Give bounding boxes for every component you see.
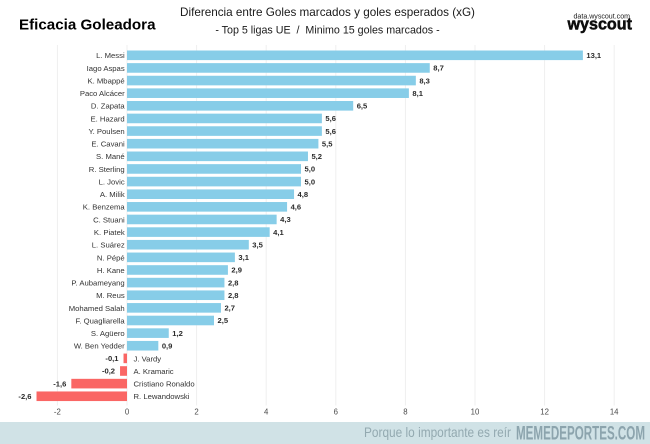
svg-text:13,1: 13,1 xyxy=(586,51,602,60)
svg-text:2,8: 2,8 xyxy=(228,278,239,287)
svg-text:8,3: 8,3 xyxy=(419,76,430,85)
svg-text:P. Aubameyang: P. Aubameyang xyxy=(71,279,124,288)
svg-text:wyscout: wyscout xyxy=(567,15,633,33)
svg-text:-1,6: -1,6 xyxy=(53,379,66,388)
svg-text:H. Kane: H. Kane xyxy=(97,266,125,275)
svg-text:Paco Alcácer: Paco Alcácer xyxy=(80,89,125,98)
svg-text:2,9: 2,9 xyxy=(231,266,242,275)
svg-text:A. Kramaric: A. Kramaric xyxy=(134,367,174,376)
svg-text:10: 10 xyxy=(471,408,480,417)
svg-text:5,0: 5,0 xyxy=(305,165,316,174)
svg-text:4,3: 4,3 xyxy=(280,215,291,224)
svg-text:F. Quagliarella: F. Quagliarella xyxy=(76,316,126,325)
svg-text:K. Benzema: K. Benzema xyxy=(83,203,126,212)
svg-text:3,5: 3,5 xyxy=(252,240,263,249)
svg-text:-2,6: -2,6 xyxy=(18,392,31,401)
svg-text:4,8: 4,8 xyxy=(298,190,309,199)
svg-text:C. Stuani: C. Stuani xyxy=(93,215,125,224)
svg-text:2,8: 2,8 xyxy=(228,291,239,300)
svg-text:5,6: 5,6 xyxy=(325,114,336,123)
svg-text:Mohamed Salah: Mohamed Salah xyxy=(69,304,125,313)
svg-text:4: 4 xyxy=(264,408,269,417)
svg-text:K. Mbappé: K. Mbappé xyxy=(88,76,125,85)
svg-text:14: 14 xyxy=(610,408,619,417)
svg-text:5,2: 5,2 xyxy=(311,152,322,161)
svg-text:- Top 5 ligas UE / Minimo 15: - Top 5 ligas UE / Minimo 15 goles marca… xyxy=(215,25,440,37)
svg-text:Eficacia Goleadora: Eficacia Goleadora xyxy=(19,17,156,34)
svg-text:Diferencia entre Goles marcado: Diferencia entre Goles marcados y goles … xyxy=(180,6,475,19)
svg-text:4,1: 4,1 xyxy=(273,228,284,237)
svg-text:Porque lo importante es reír: Porque lo importante es reír xyxy=(364,424,511,440)
svg-text:2,5: 2,5 xyxy=(218,316,229,325)
svg-text:5,0: 5,0 xyxy=(305,177,316,186)
svg-text:8: 8 xyxy=(403,408,407,417)
svg-text:8,1: 8,1 xyxy=(412,89,423,98)
svg-text:0: 0 xyxy=(125,408,130,417)
svg-text:E. Cavani: E. Cavani xyxy=(91,140,125,149)
svg-text:A. Milik: A. Milik xyxy=(100,190,125,199)
svg-text:0,9: 0,9 xyxy=(162,341,173,350)
svg-text:S. Agüero: S. Agüero xyxy=(91,329,125,338)
svg-text:2: 2 xyxy=(194,408,198,417)
svg-text:5,6: 5,6 xyxy=(325,127,336,136)
svg-text:-0,1: -0,1 xyxy=(105,354,119,363)
svg-text:M. Reus: M. Reus xyxy=(96,291,125,300)
svg-text:R. Sterling: R. Sterling xyxy=(89,165,125,174)
svg-text:-0,2: -0,2 xyxy=(102,367,115,376)
svg-text:Cristiano Ronaldo: Cristiano Ronaldo xyxy=(134,380,195,389)
svg-text:5,5: 5,5 xyxy=(322,139,333,148)
svg-text:E. Hazard: E. Hazard xyxy=(91,114,125,123)
svg-text:D. Zapata: D. Zapata xyxy=(91,102,125,111)
svg-text:8,7: 8,7 xyxy=(433,64,444,73)
svg-text:Y. Poulsen: Y. Poulsen xyxy=(89,127,125,136)
svg-text:4,6: 4,6 xyxy=(291,203,302,212)
svg-text:R. Lewandowski: R. Lewandowski xyxy=(134,392,190,401)
svg-text:S. Mané: S. Mané xyxy=(96,152,125,161)
svg-text:J. Vardy: J. Vardy xyxy=(134,354,162,363)
svg-text:6: 6 xyxy=(334,408,338,417)
svg-text:K. Piatek: K. Piatek xyxy=(94,228,125,237)
svg-text:-2: -2 xyxy=(54,408,61,417)
svg-text:data.wyscout.com: data.wyscout.com xyxy=(574,11,631,20)
svg-text:6,5: 6,5 xyxy=(357,102,368,111)
svg-text:12: 12 xyxy=(540,408,549,417)
svg-text:L. Jovic: L. Jovic xyxy=(99,177,125,186)
svg-text:MEMEDEPORTES.COM: MEMEDEPORTES.COM xyxy=(516,423,645,444)
svg-text:N. Pépé: N. Pépé xyxy=(97,253,125,262)
svg-text:1,2: 1,2 xyxy=(172,329,183,338)
svg-text:L. Suárez: L. Suárez xyxy=(92,241,125,250)
svg-text:3,1: 3,1 xyxy=(238,253,249,262)
svg-text:W. Ben Yedder: W. Ben Yedder xyxy=(74,342,125,351)
svg-text:2,7: 2,7 xyxy=(224,304,235,313)
svg-text:L. Messi: L. Messi xyxy=(96,51,125,60)
svg-text:Iago Aspas: Iago Aspas xyxy=(87,64,125,73)
